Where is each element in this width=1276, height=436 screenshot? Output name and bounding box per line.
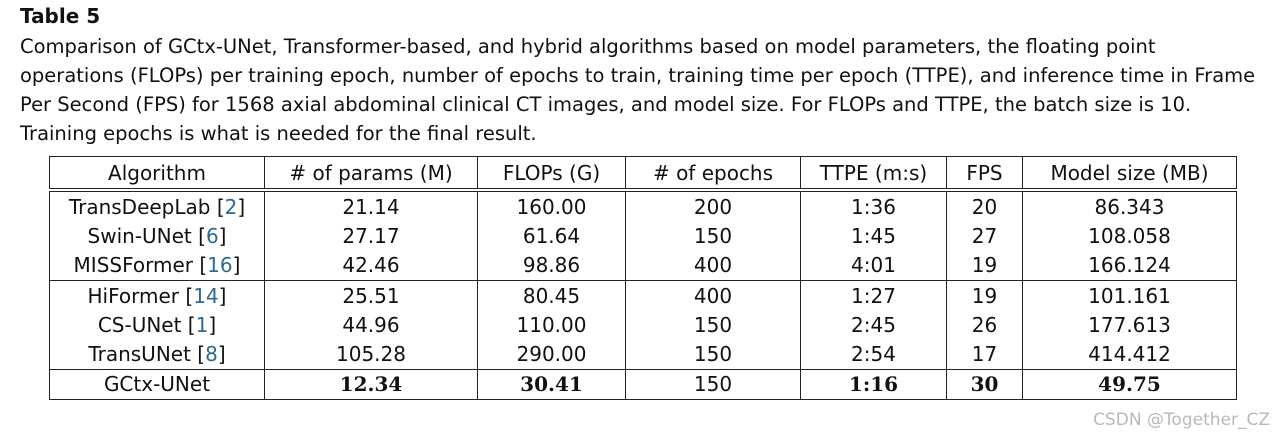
header-params: # of params (M) <box>264 156 478 192</box>
ttpe-cell: 4:01 <box>800 250 947 281</box>
flops-cell: 30.41 <box>477 368 626 401</box>
citation-link[interactable]: 8 <box>205 342 218 367</box>
citation-link[interactable]: 14 <box>193 283 219 308</box>
header-row: Algorithm # of params (M) FLOPs (G) # of… <box>49 156 1237 192</box>
epochs-cell: 400 <box>625 250 801 281</box>
citation-link[interactable]: 1 <box>195 312 209 337</box>
params-cell: 105.28 <box>264 339 478 370</box>
flops-cell: 80.45 <box>477 279 626 311</box>
algorithm-name: Swin-UNet <box>87 223 192 248</box>
fps-cell: 20 <box>946 190 1023 222</box>
params-cell: 12.34 <box>264 368 478 401</box>
citation-link[interactable]: 6 <box>205 223 219 248</box>
model-size-cell: 108.058 <box>1022 221 1237 251</box>
algorithm-cell: Swin-UNet [6] <box>49 221 265 251</box>
table-caption: Comparison of GCtx-UNet, Transformer-bas… <box>20 35 1256 145</box>
fps-cell: 17 <box>946 339 1023 370</box>
params-cell: 25.51 <box>264 279 478 311</box>
ttpe-cell: 2:45 <box>800 310 947 340</box>
epochs-cell: 150 <box>625 368 801 401</box>
epochs-cell: 200 <box>625 190 801 222</box>
ttpe-cell: 1:16 <box>800 368 947 401</box>
model-size-cell: 101.161 <box>1022 279 1237 311</box>
citation-link[interactable]: 2 <box>224 194 238 219</box>
fps-cell: 30 <box>946 368 1023 401</box>
epochs-cell: 150 <box>625 339 801 370</box>
watermark: CSDN @Together_CZ <box>1093 410 1270 430</box>
algorithm-name: MISSFormer <box>73 253 193 278</box>
algorithm-cell: TransUNet [8] <box>49 339 265 370</box>
algorithm-cell: TransDeepLab [2] <box>49 190 265 222</box>
params-cell: 27.17 <box>264 221 478 251</box>
table-row: CS-UNet [1] 44.96 110.00 150 2:45 26 177… <box>49 310 1237 340</box>
algorithm-name: TransDeepLab <box>68 194 211 219</box>
header-flops: FLOPs (G) <box>477 156 626 192</box>
flops-cell: 98.86 <box>477 250 626 281</box>
model-size-cell: 177.613 <box>1022 310 1237 340</box>
header-ttpe: TTPE (m:s) <box>800 156 947 192</box>
flops-cell: 160.00 <box>477 190 626 222</box>
comparison-table: Algorithm # of params (M) FLOPs (G) # of… <box>49 156 1237 401</box>
header-algorithm: Algorithm <box>49 156 265 192</box>
algorithm-name: CS-UNet <box>97 312 182 337</box>
ttpe-cell: 2:54 <box>800 339 947 370</box>
fps-cell: 19 <box>946 279 1023 311</box>
ttpe-cell: 1:45 <box>800 221 947 251</box>
model-size-cell: 86.343 <box>1022 190 1237 222</box>
model-size-cell: 166.124 <box>1022 250 1237 281</box>
table-row: Swin-UNet [6] 27.17 61.64 150 1:45 27 10… <box>49 221 1237 251</box>
algorithm-name: TransUNet <box>88 342 191 367</box>
params-cell: 42.46 <box>264 250 478 281</box>
table-row: TransUNet [8] 105.28 290.00 150 2:54 17 … <box>49 339 1237 370</box>
flops-cell: 290.00 <box>477 339 626 370</box>
fps-cell: 26 <box>946 310 1023 340</box>
algorithm-cell: MISSFormer [16] <box>49 250 265 281</box>
table-title: Table 5 <box>20 4 101 28</box>
table-row: MISSFormer [16] 42.46 98.86 400 4:01 19 … <box>49 250 1237 281</box>
model-size-cell: 414.412 <box>1022 339 1237 370</box>
epochs-cell: 150 <box>625 221 801 251</box>
algorithm-cell: CS-UNet [1] <box>49 310 265 340</box>
fps-cell: 19 <box>946 250 1023 281</box>
model-size-cell: 49.75 <box>1022 368 1237 401</box>
table-row: HiFormer [14] 25.51 80.45 400 1:27 19 10… <box>49 279 1237 311</box>
params-cell: 21.14 <box>264 190 478 222</box>
header-epochs: # of epochs <box>625 156 801 192</box>
ttpe-cell: 1:36 <box>800 190 947 222</box>
algorithm-cell: HiFormer [14] <box>49 279 265 311</box>
fps-cell: 27 <box>946 221 1023 251</box>
citation-link[interactable]: 16 <box>207 253 233 278</box>
header-fps: FPS <box>946 156 1023 192</box>
epochs-cell: 150 <box>625 310 801 340</box>
table-row-highlight: GCtx-UNet 12.34 30.41 150 1:16 30 49.75 <box>49 368 1237 401</box>
table-row: TransDeepLab [2] 21.14 160.00 200 1:36 2… <box>49 190 1237 222</box>
algorithm-name: HiFormer <box>87 283 180 308</box>
ttpe-cell: 1:27 <box>800 279 947 311</box>
flops-cell: 110.00 <box>477 310 626 340</box>
params-cell: 44.96 <box>264 310 478 340</box>
header-model-size: Model size (MB) <box>1022 156 1237 192</box>
flops-cell: 61.64 <box>477 221 626 251</box>
algorithm-cell: GCtx-UNet <box>49 368 265 401</box>
epochs-cell: 400 <box>625 279 801 311</box>
